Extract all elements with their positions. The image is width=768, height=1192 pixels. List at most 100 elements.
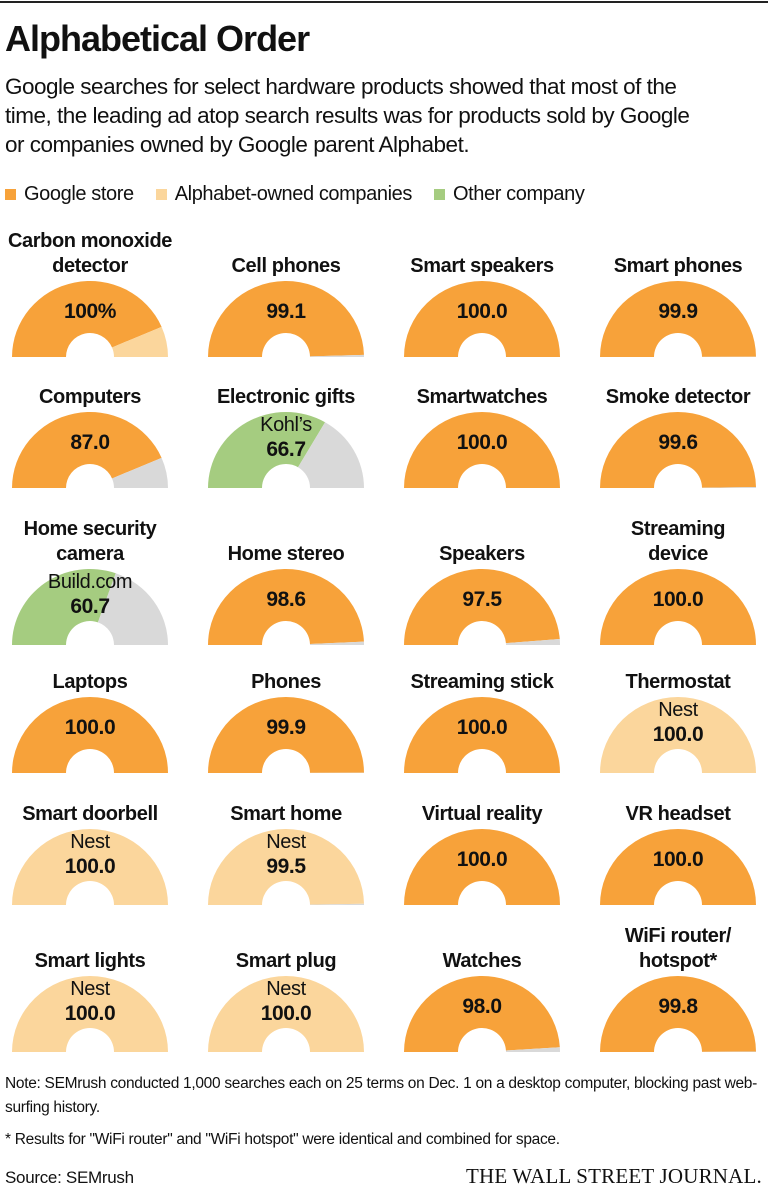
value-label: 100.0 [261,1002,312,1025]
gauge-segment-remainder [112,457,168,488]
company-label: Nest [658,699,698,721]
company-label: Nest [266,831,306,853]
value-label: 100.0 [65,855,116,878]
gauge-segment-remainder [701,487,756,488]
gauge-segment-alphabet [12,829,168,905]
value-label: 98.6 [266,588,305,611]
gauge-segment-google [208,281,364,357]
value-label: 60.7 [70,595,109,618]
gauge-segment-google [208,697,364,773]
gauge-title: Smart phones [614,255,743,277]
gauge: Electronic gifts Kohl’s66.7 [208,386,364,488]
asterisk-footnote: * Results for "WiFi router" and "WiFi ho… [5,1131,560,1148]
value-label: 100.0 [653,723,704,746]
gauge: Streaming stick 100.0 [404,671,560,773]
gauge-title: Streaming stick [411,671,555,693]
value-label: 97.5 [462,588,502,611]
legend-item-alphabet-owned: Alphabet-owned companies [155,183,413,206]
gauge: Laptops 100.0 [12,671,168,773]
gauge-segment-alphabet [112,326,168,357]
gauge-segment-google [404,829,560,905]
value-label: 99.1 [266,300,306,323]
gauge: Computers 87.0 [12,386,168,488]
value-label: 99.9 [266,716,305,739]
gauge-title: camera [56,543,125,565]
value-label: 66.7 [266,438,305,461]
gauge: Phones 99.9 [208,671,364,773]
gauge: Virtual reality 100.0 [404,803,560,905]
legend-item-google-store: Google store [5,183,134,206]
company-label: Nest [266,978,306,1000]
gauge-segment-google [208,569,364,645]
gauge-segment-alphabet [12,976,168,1052]
gauge-title: WiFi router/ [625,925,732,947]
gauge-segment-google [404,281,560,357]
gauge-title: Carbon monoxide [8,230,172,252]
value-label: 99.6 [658,431,697,454]
value-label: 100.0 [457,431,508,454]
gauge-title: Laptops [53,671,128,693]
gauge-title: Home stereo [228,543,345,565]
gauge-title: Thermostat [626,671,732,693]
gauge-title: detector [52,255,128,277]
company-label: Build.com [48,571,132,593]
gauge: Streaming device 100.0 [600,518,756,645]
gauge-title: hotspot* [639,950,718,972]
value-label: 100.0 [65,1002,116,1025]
gauge: Watches 98.0 [404,950,560,1052]
gauge-segment-alphabet [600,697,756,773]
page-subtitle: Google searches for select hardware prod… [5,74,690,157]
gauge-segment-remainder [97,573,169,645]
source-line: Source: SEMrush [5,1168,134,1187]
value-label: 100% [64,300,117,323]
legend-item-other-company: Other company [433,183,585,206]
company-label: Nest [70,978,110,1000]
gauge-title: Smart lights [35,950,146,972]
top-rule [0,1,768,3]
gauge-segment-remainder [309,354,364,357]
legend-swatch [155,189,167,200]
gauge-segment-google [600,569,756,645]
gauge-segment-other [12,568,116,645]
gauge-segment-google [404,697,560,773]
gauge: Smoke detector 99.6 [600,386,756,488]
gauge: VR headset 100.0 [600,803,756,905]
gauge-segment-google [404,412,560,488]
gauge-segment-remainder [505,639,560,645]
gauge-segment-remainder [309,903,364,905]
gauge-title: Computers [39,386,141,408]
gauge-segment-google [404,568,560,645]
value-label: 98.0 [462,995,501,1018]
gauge: Speakers 97.5 [404,543,560,645]
value-label: 100.0 [653,848,704,871]
legend: Google store Alphabet-owned companies Ot… [5,183,585,206]
value-label: 99.8 [658,995,698,1018]
gauge-title: Smart speakers [410,255,554,277]
page-title: Alphabetical Order [5,18,310,59]
gauge-segment-google [12,281,162,357]
gauge-segment-google [12,697,168,773]
value-label: 100.0 [457,848,508,871]
gauge-title: Smartwatches [417,386,548,408]
publisher-logo: THE WALL STREET JOURNAL. [465,1164,762,1188]
gauge: Carbon monoxide detector 100% [8,230,173,357]
value-label: 87.0 [70,431,109,454]
gauge: Home stereo 98.6 [208,543,364,645]
gauge-segment-alphabet [208,828,364,905]
gauge-title: Phones [251,671,321,693]
gauge-segment-google [600,829,756,905]
gauge-segment-alphabet [208,976,364,1052]
gauge-title: Smart doorbell [22,803,158,825]
gauge-title: Electronic gifts [217,386,355,408]
gauge-title: device [648,543,708,565]
gauge-segment-remainder [505,1047,560,1052]
gauge-segment-google [600,281,756,357]
legend-label: Other company [452,183,585,205]
legend-label: Alphabet-owned companies [174,183,413,205]
